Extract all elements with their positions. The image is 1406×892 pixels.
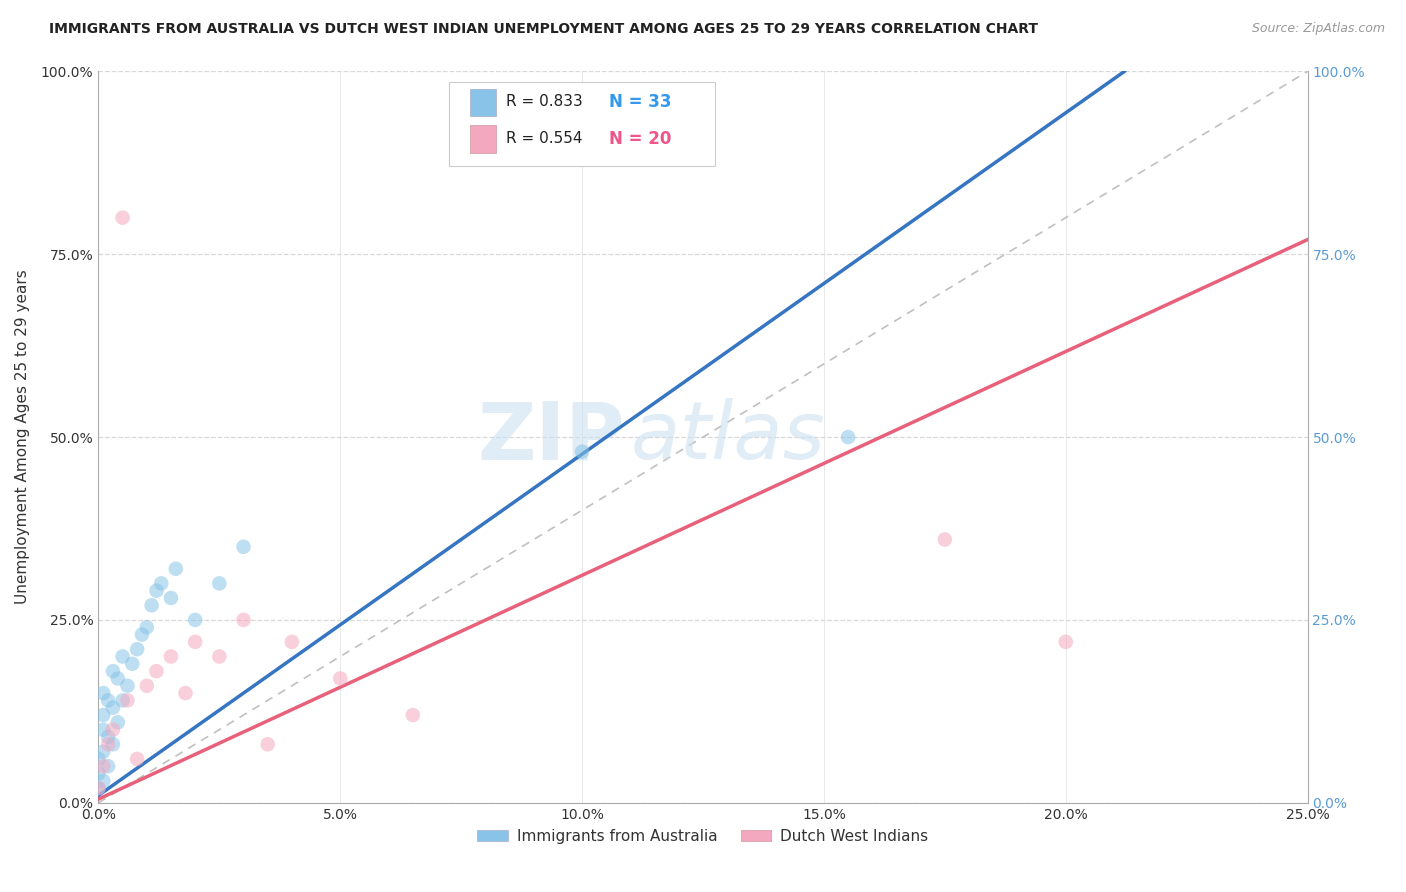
Text: atlas: atlas	[630, 398, 825, 476]
Point	[131, 627, 153, 641]
Text: IMMIGRANTS FROM AUSTRALIA VS DUTCH WEST INDIAN UNEMPLOYMENT AMONG AGES 25 TO 29 : IMMIGRANTS FROM AUSTRALIA VS DUTCH WEST …	[49, 22, 1038, 37]
FancyBboxPatch shape	[470, 126, 496, 153]
Point	[160, 649, 183, 664]
Text: R = 0.833: R = 0.833	[506, 95, 582, 109]
Point	[91, 759, 114, 773]
Text: R = 0.554: R = 0.554	[506, 131, 582, 146]
FancyBboxPatch shape	[470, 88, 496, 116]
Legend: Immigrants from Australia, Dutch West Indians: Immigrants from Australia, Dutch West In…	[471, 822, 935, 850]
Point	[101, 700, 124, 714]
Text: Source: ZipAtlas.com: Source: ZipAtlas.com	[1251, 22, 1385, 36]
Point	[256, 737, 278, 751]
Point	[1054, 635, 1077, 649]
Point	[111, 649, 134, 664]
Point	[174, 686, 197, 700]
Point	[150, 576, 173, 591]
Point	[107, 715, 129, 730]
Point	[91, 686, 114, 700]
Point	[232, 613, 254, 627]
Point	[145, 664, 167, 678]
Point	[117, 679, 139, 693]
Point	[91, 708, 114, 723]
Point	[117, 693, 139, 707]
Point	[91, 773, 114, 788]
Point	[121, 657, 143, 671]
Point	[101, 664, 124, 678]
Point	[97, 730, 120, 744]
Point	[111, 693, 134, 707]
Point	[837, 430, 859, 444]
Point	[232, 540, 254, 554]
Point	[97, 737, 120, 751]
Point	[208, 576, 231, 591]
Point	[127, 642, 149, 657]
Point	[160, 591, 183, 605]
Point	[329, 672, 352, 686]
Point	[87, 752, 110, 766]
Point	[165, 562, 187, 576]
Point	[184, 635, 207, 649]
Point	[127, 752, 149, 766]
Point	[87, 781, 110, 796]
Point	[184, 613, 207, 627]
Y-axis label: Unemployment Among Ages 25 to 29 years: Unemployment Among Ages 25 to 29 years	[15, 269, 30, 605]
Point	[101, 737, 124, 751]
Point	[107, 672, 129, 686]
Point	[135, 679, 157, 693]
Text: N = 33: N = 33	[609, 93, 671, 111]
Point	[91, 723, 114, 737]
Point	[111, 211, 134, 225]
Point	[91, 745, 114, 759]
Point	[141, 599, 163, 613]
Point	[97, 759, 120, 773]
Point	[208, 649, 231, 664]
Point	[87, 781, 110, 796]
Text: ZIP: ZIP	[477, 398, 624, 476]
Point	[87, 766, 110, 780]
Point	[934, 533, 956, 547]
Point	[101, 723, 124, 737]
Point	[402, 708, 425, 723]
Point	[97, 693, 120, 707]
Point	[135, 620, 157, 634]
Point	[571, 444, 593, 458]
Point	[281, 635, 304, 649]
FancyBboxPatch shape	[449, 82, 716, 167]
Text: N = 20: N = 20	[609, 129, 671, 147]
Point	[145, 583, 167, 598]
